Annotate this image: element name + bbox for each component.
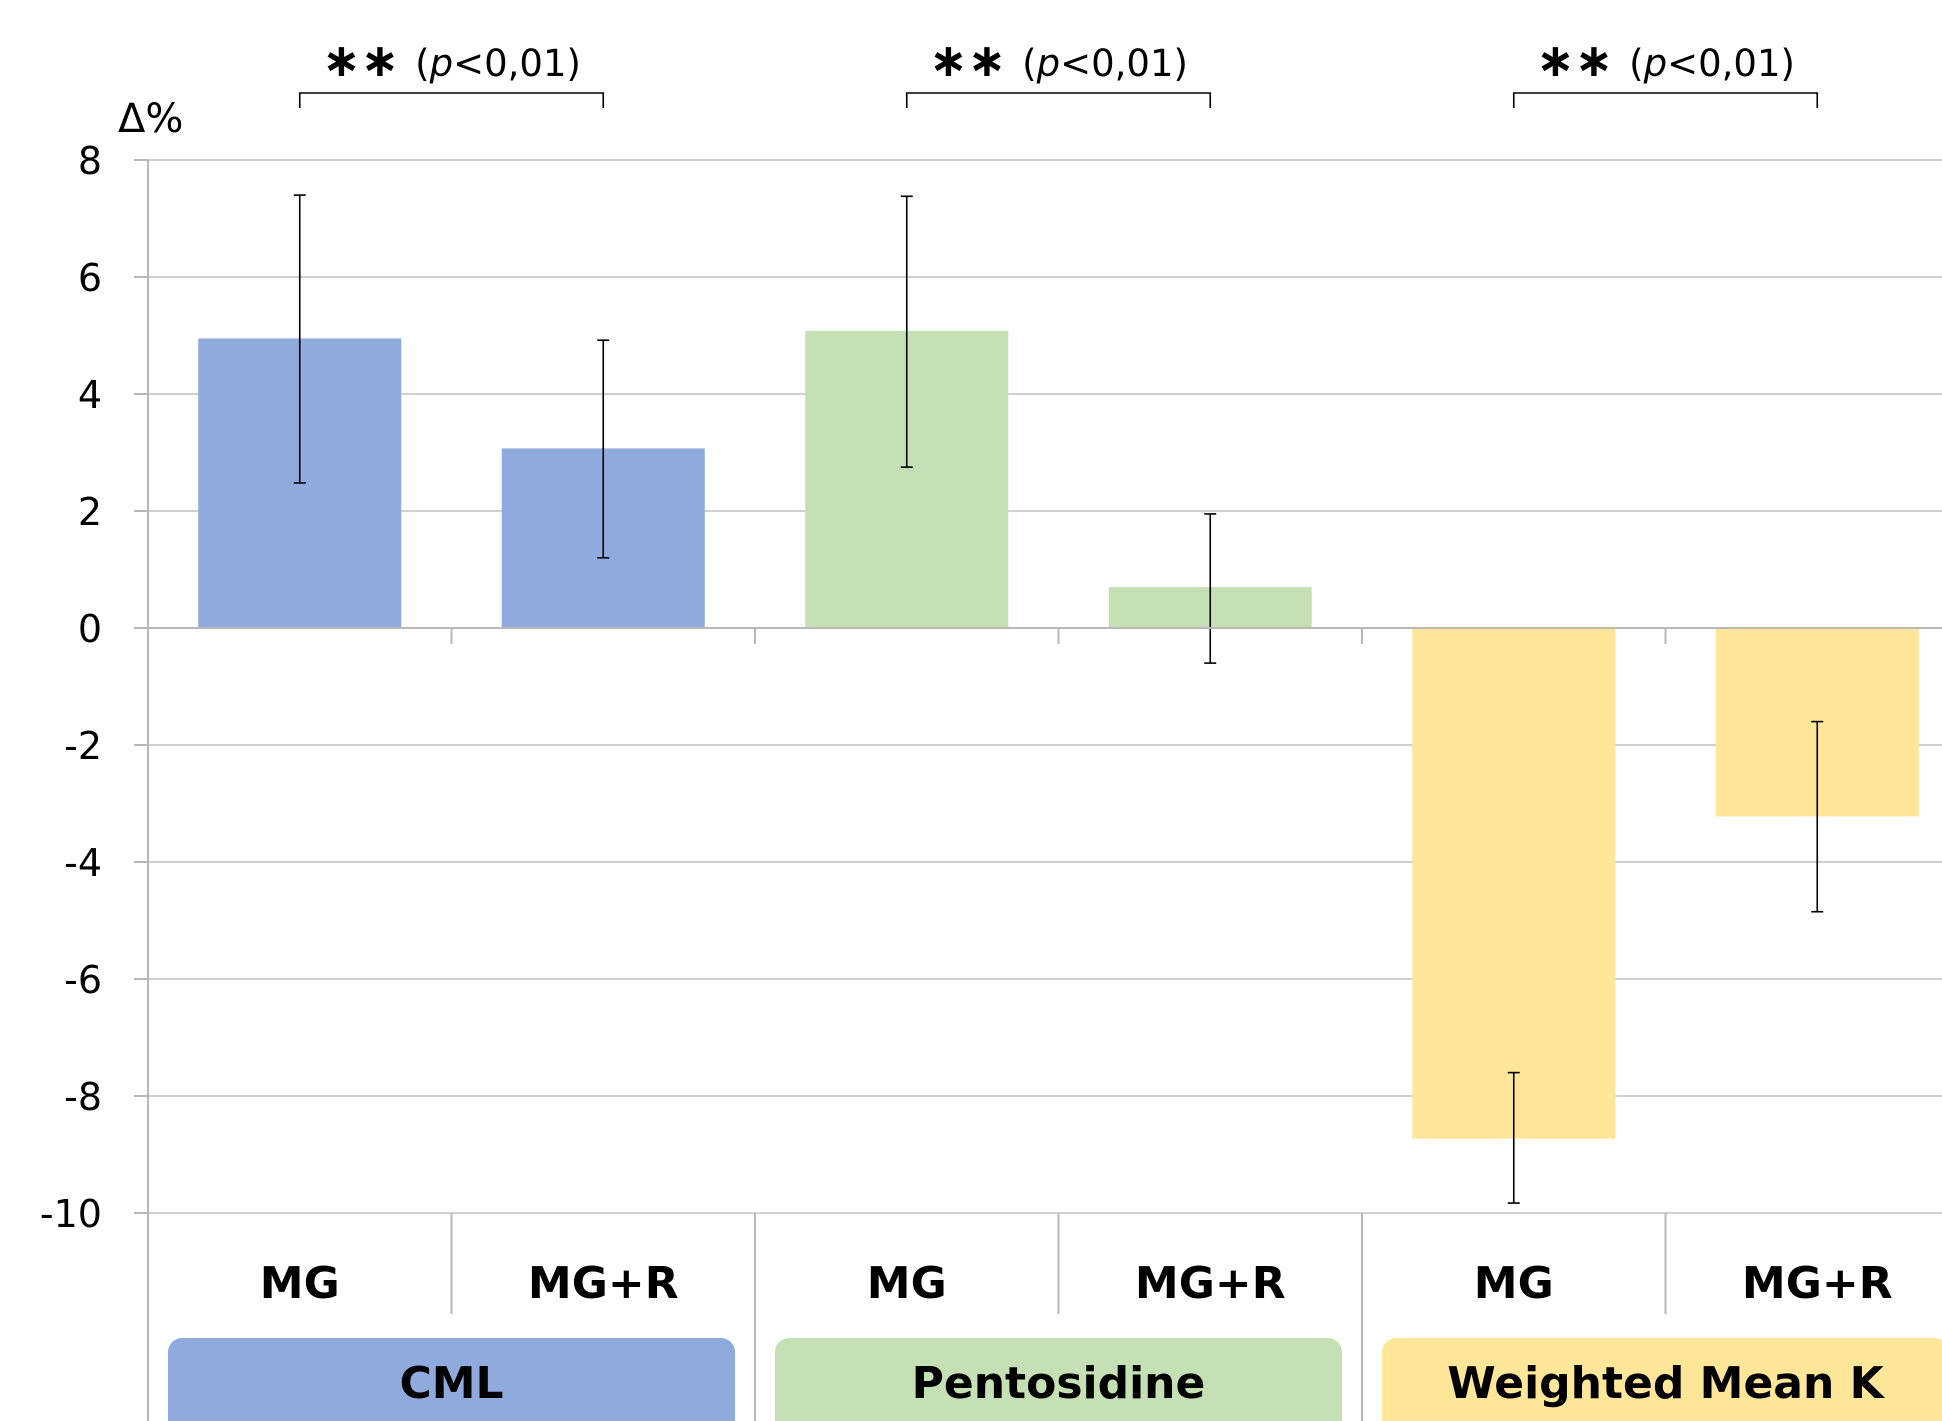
significance-label: ∗∗ (p<0,01): [929, 33, 1188, 87]
y-tick-label: -2: [64, 724, 102, 768]
y-tick-label: 2: [78, 490, 102, 534]
category-label: MG+R: [528, 1258, 679, 1309]
y-tick-label: 0: [78, 607, 102, 651]
y-tick-label: 4: [78, 373, 102, 417]
category-label: MG: [260, 1258, 340, 1309]
category-label: MG+R: [1135, 1258, 1286, 1309]
group-label: CML: [399, 1358, 503, 1409]
significance-bracket: [905, 92, 1212, 108]
y-tick-label: -8: [64, 1075, 102, 1119]
group-label-box: [1382, 1338, 1942, 1421]
bars: [198, 194, 1919, 1204]
y-axis-label: Δ%: [118, 96, 183, 142]
group-label: Pentosidine: [912, 1358, 1206, 1409]
labels: 8 6 4 2 0 -2 -4 -6 -8 -10 MG MG+R CML ∗∗ (p<0,01) MG MG…: [40, 33, 1942, 1421]
group-label-box: [168, 1338, 735, 1421]
gridlines: [148, 159, 1942, 1214]
y-tick-label: 8: [78, 139, 102, 183]
y-tick-label: -6: [64, 958, 102, 1002]
axes: [134, 159, 1942, 1421]
significance-label: ∗∗ (p<0,01): [1536, 33, 1795, 87]
group-label: Weighted Mean K: [1447, 1358, 1885, 1409]
significance-bracket: [298, 92, 605, 108]
category-label: MG+R: [1742, 1258, 1893, 1309]
bar-weighted-mean-k-mg: [1412, 628, 1616, 1139]
y-tick-label: -10: [40, 1192, 102, 1236]
category-label: MG: [867, 1258, 947, 1309]
y-tick-label: -4: [64, 841, 102, 885]
group-label-box: [775, 1338, 1342, 1421]
y-tick-label: 6: [78, 256, 102, 300]
significance-label: ∗∗ (p<0,01): [322, 33, 581, 87]
significance-bracket: [1512, 92, 1819, 108]
category-label: MG: [1474, 1258, 1554, 1309]
